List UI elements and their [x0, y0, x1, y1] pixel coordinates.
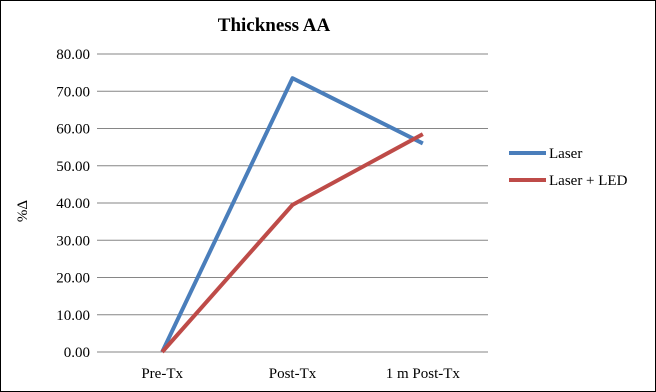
- y-tick-label: 70.00: [56, 84, 90, 100]
- x-tick-label: Pre-Tx: [141, 366, 183, 382]
- series-line-0: [160, 76, 424, 353]
- x-tick-label: 1 m Post-Tx: [386, 366, 461, 382]
- x-tick-label: Post-Tx: [269, 366, 317, 382]
- y-tick-label: 0.00: [64, 345, 90, 361]
- y-tick-label: 50.00: [56, 159, 90, 175]
- x-tick-labels: Pre-Tx Post-Tx 1 m Post-Tx: [141, 366, 460, 382]
- legend: Laser Laser + LED: [509, 146, 628, 189]
- chart-title: Thickness AA: [218, 15, 331, 36]
- legend-label: Laser + LED: [549, 173, 628, 189]
- legend-label: Laser: [549, 146, 582, 162]
- y-axis-label: %Δ: [15, 200, 31, 222]
- y-tick-label: 80.00: [56, 47, 90, 63]
- y-tick-label: 60.00: [56, 122, 90, 138]
- series-line-1: [160, 132, 424, 354]
- y-tick-label: 30.00: [56, 233, 90, 249]
- y-tick-label: 10.00: [56, 308, 90, 324]
- y-tick-label: 40.00: [56, 196, 90, 212]
- series-lines: [160, 76, 424, 354]
- y-tick-labels: 0.00 10.00 20.00 30.00 40.00 50.00 60.00 70.00 8…: [56, 47, 90, 361]
- y-tick-label: 20.00: [56, 271, 90, 287]
